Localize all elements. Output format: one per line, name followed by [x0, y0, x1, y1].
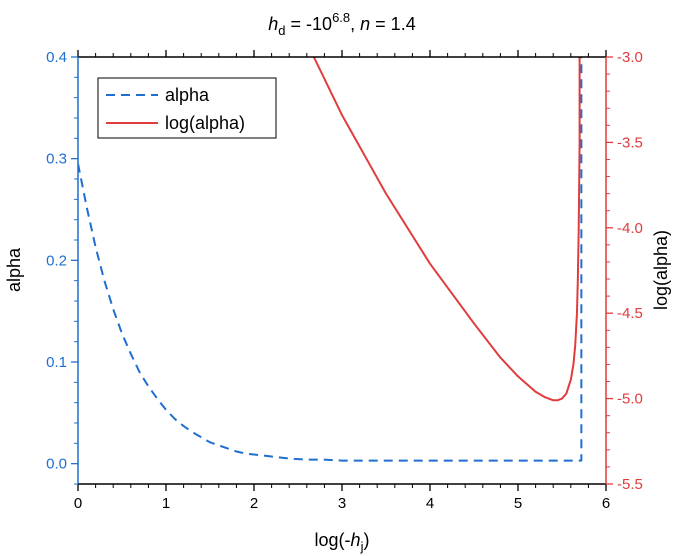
x-tick-label: 4 [426, 495, 434, 512]
x-tick-label: 6 [602, 495, 610, 512]
y-right-tick-label: -3.0 [617, 49, 643, 66]
x-tick-label: 2 [250, 495, 258, 512]
legend: alpha log(alpha) [97, 77, 277, 139]
y-left-tick-label: 0.2 [46, 252, 67, 269]
x-axis-title: log(-hj) [315, 530, 370, 554]
x-tick-label: 0 [74, 495, 82, 512]
y-right-tick-label: -5.0 [617, 391, 643, 408]
legend-label-alpha: alpha [165, 85, 210, 105]
axes: 0 1 2 3 4 5 6 0.0 0.1 0.2 0.3 0.4 -3.0 -3.5 -4.0 -4.5 -5… [46, 49, 643, 512]
y-axis-right-title: log(alpha) [651, 230, 671, 310]
chart-title: hd = -106.8, n = 1.4 [268, 10, 415, 38]
y-left-tick-label: 0.3 [46, 151, 67, 168]
y-right-tick-label: -4.0 [617, 220, 643, 237]
legend-box [97, 77, 277, 139]
y-right-tick-label: -5.5 [617, 476, 643, 493]
x-tick-label: 5 [514, 495, 522, 512]
legend-label-log-alpha: log(alpha) [165, 113, 245, 133]
y-left-tick-label: 0.0 [46, 456, 67, 473]
series-line-alpha [78, 57, 583, 462]
plot-area [78, 56, 583, 462]
y-axis-left-title: alpha [4, 247, 24, 292]
x-tick-label: 1 [162, 495, 170, 512]
y-right-tick-label: -3.5 [617, 134, 643, 151]
y-right-tick-label: -4.5 [617, 305, 643, 322]
y-left-tick-label: 0.1 [46, 354, 67, 371]
y-left-tick-label: 0.4 [46, 49, 67, 66]
series-line-log-alpha [312, 56, 581, 402]
x-tick-label: 3 [338, 495, 346, 512]
